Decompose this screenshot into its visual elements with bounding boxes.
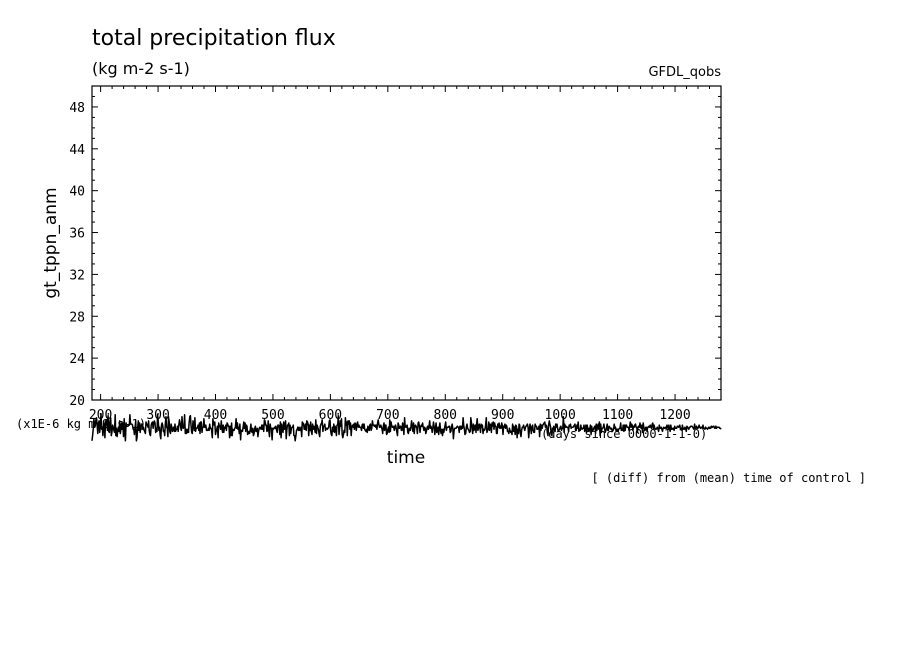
x-tick-label: 800 [434, 408, 457, 423]
x-axis-ticks: 200 300 400 500 600 700 800 900 1000 1100 1200 [89, 86, 711, 423]
x-tick-label: 1000 [545, 408, 576, 423]
series-line [91, 412, 722, 442]
x-tick-label: 700 [376, 408, 399, 423]
x-axis-units: (days since 0000-1-1-0) [541, 427, 707, 441]
x-tick-label: 900 [491, 408, 514, 423]
y-tick-label: 24 [69, 352, 85, 367]
chart-title: total precipitation flux [92, 26, 336, 51]
plot-frame [91, 85, 722, 401]
y-tick-label: 32 [69, 268, 85, 283]
diff-note: [ (diff) from (mean) time of control ] [591, 471, 866, 485]
x-tick-label: 1200 [659, 408, 690, 423]
x-axis-label: time [387, 448, 425, 468]
y-tick-label: 44 [69, 143, 85, 158]
y-tick-label: 36 [69, 227, 85, 242]
y-tick-label: 28 [69, 310, 85, 325]
chart-subtitle: (kg m-2 s-1) [92, 59, 190, 78]
y-axis-label: gt_tppn_anm [41, 187, 61, 298]
y-tick-label: 40 [69, 185, 85, 200]
x-tick-label: 600 [319, 408, 342, 423]
y-axis-ticks: 20 24 28 32 36 40 44 48 [69, 85, 721, 409]
x-tick-label: 400 [204, 408, 227, 423]
x-tick-label: 500 [261, 408, 284, 423]
x-tick-label: 1100 [602, 408, 633, 423]
y-tick-label: 48 [69, 101, 85, 116]
source-label: GFDL_qobs [648, 65, 721, 80]
y-tick-label: 20 [69, 394, 85, 409]
